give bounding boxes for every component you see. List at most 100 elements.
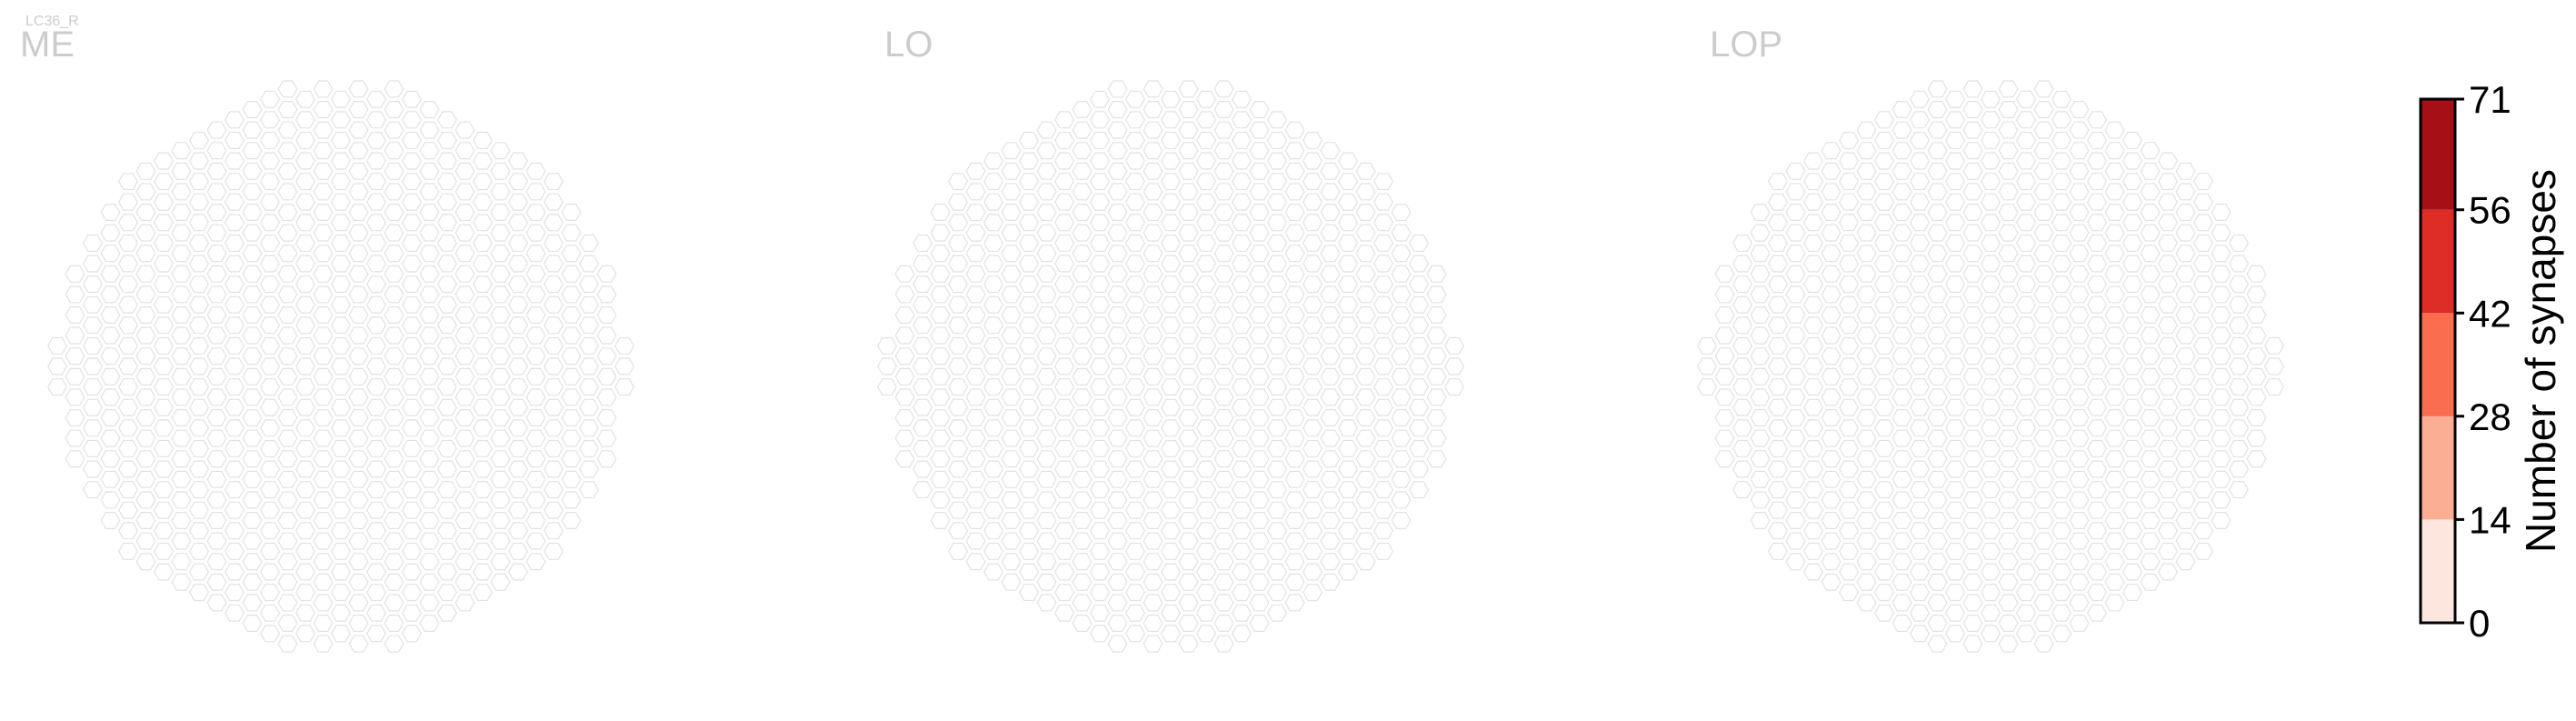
- hex-cell: [313, 409, 334, 426]
- hex-cell: [384, 326, 404, 345]
- hex-cell: [1426, 265, 1447, 283]
- hex-cell: [2246, 347, 2267, 366]
- hex-cell: [118, 255, 138, 273]
- hex-cell: [1338, 193, 1358, 211]
- hex-cell: [1143, 306, 1163, 324]
- hex-cell: [1892, 142, 1912, 160]
- hex-cell: [295, 255, 315, 273]
- hex-cell: [2122, 378, 2142, 396]
- hex-cell: [930, 204, 951, 221]
- hex-cell: [419, 142, 440, 160]
- hex-cell: [983, 542, 1003, 560]
- hex-cell: [2246, 429, 2267, 447]
- hex-cell: [419, 367, 440, 386]
- hex-cell: [948, 419, 968, 437]
- hex-cell: [1019, 214, 1039, 232]
- hex-cell: [1874, 419, 1894, 437]
- hex-cell: [1391, 326, 1412, 345]
- hex-cell: [1962, 306, 1983, 324]
- hex-cell: [277, 306, 298, 324]
- hex-cell: [1732, 316, 1752, 335]
- hex-cell: [65, 367, 85, 386]
- hex-cell: [490, 491, 511, 509]
- hex-cell: [331, 173, 351, 191]
- hex-cell: [1927, 511, 1948, 530]
- hex-cell: [313, 470, 334, 488]
- hex-cell: [1839, 316, 1859, 335]
- hex-cell: [171, 388, 192, 406]
- hex-cell: [331, 193, 351, 211]
- hex-cell: [242, 224, 263, 242]
- hex-cell: [206, 511, 227, 530]
- hex-cell: [1910, 111, 1930, 129]
- hex-cell: [206, 326, 227, 345]
- hex-cell: [384, 142, 404, 160]
- hex-cell: [242, 594, 263, 612]
- hex-cell: [473, 542, 493, 560]
- hex-cell: [366, 295, 386, 314]
- hex-cell: [508, 419, 528, 437]
- hex-cell: [225, 439, 245, 457]
- hex-cell: [437, 501, 457, 519]
- hex-cell: [2193, 501, 2213, 519]
- hex-cell: [1714, 450, 1735, 468]
- hex-cell: [1981, 604, 2001, 622]
- hex-cell: [331, 604, 351, 622]
- hex-cell: [1036, 306, 1057, 324]
- hex-cell: [1391, 245, 1412, 263]
- hex-cell: [1732, 357, 1752, 376]
- hex-cell: [913, 398, 933, 416]
- hex-cell: [508, 398, 528, 416]
- hex-cell: [1750, 388, 1771, 406]
- hex-cell: [2069, 224, 2090, 242]
- hex-cell: [135, 245, 156, 263]
- hex-cell: [1981, 439, 2001, 457]
- hex-cell: [437, 563, 457, 581]
- hex-cell: [1284, 511, 1305, 530]
- colorbar-bins: [2421, 99, 2455, 623]
- panel-label-lop: LOP: [1710, 25, 1782, 65]
- hex-cell: [1785, 347, 1806, 366]
- hex-cell: [313, 224, 334, 242]
- hex-cell: [1284, 142, 1305, 160]
- hex-cell: [490, 409, 511, 426]
- hex-cell: [1409, 357, 1429, 376]
- hex-cell: [1001, 142, 1022, 160]
- hex-cell: [1927, 326, 1948, 345]
- hex-cell: [1267, 398, 1287, 416]
- hex-cell: [1107, 511, 1128, 530]
- hex-cell: [1213, 245, 1234, 263]
- hex-cell: [1090, 563, 1110, 581]
- hex-cell: [508, 522, 528, 540]
- hex-cell: [1927, 367, 1948, 386]
- hex-cell: [206, 142, 227, 160]
- hex-cell: [1161, 336, 1181, 355]
- hex-cell: [454, 306, 475, 324]
- hex-cell: [1839, 295, 1859, 314]
- hex-cell: [965, 347, 986, 366]
- hex-cell: [2193, 378, 2213, 396]
- hex-cell: [1143, 347, 1163, 366]
- hex-cell: [1962, 183, 1983, 201]
- hex-cell: [490, 162, 511, 180]
- hex-cell: [1714, 388, 1735, 406]
- hex-cell: [402, 563, 422, 581]
- hex-cell: [1803, 193, 1823, 211]
- hex-cell: [1945, 234, 1965, 252]
- hex-cell: [402, 90, 422, 108]
- hex-cell: [366, 604, 386, 622]
- hex-cell: [1338, 378, 1358, 396]
- hex-cell: [1803, 316, 1823, 335]
- hex-cell: [402, 398, 422, 416]
- hex-cell: [1426, 409, 1447, 426]
- hex-cell: [277, 635, 298, 653]
- hex-cell: [1196, 111, 1216, 129]
- hex-cell: [313, 450, 334, 468]
- hex-cell: [331, 90, 351, 108]
- hex-cell: [1178, 80, 1199, 98]
- hex-cell: [1178, 388, 1199, 406]
- hex-cell: [1910, 501, 1930, 519]
- hex-cell: [366, 439, 386, 457]
- hex-cell: [930, 491, 951, 509]
- hex-cell: [561, 245, 582, 263]
